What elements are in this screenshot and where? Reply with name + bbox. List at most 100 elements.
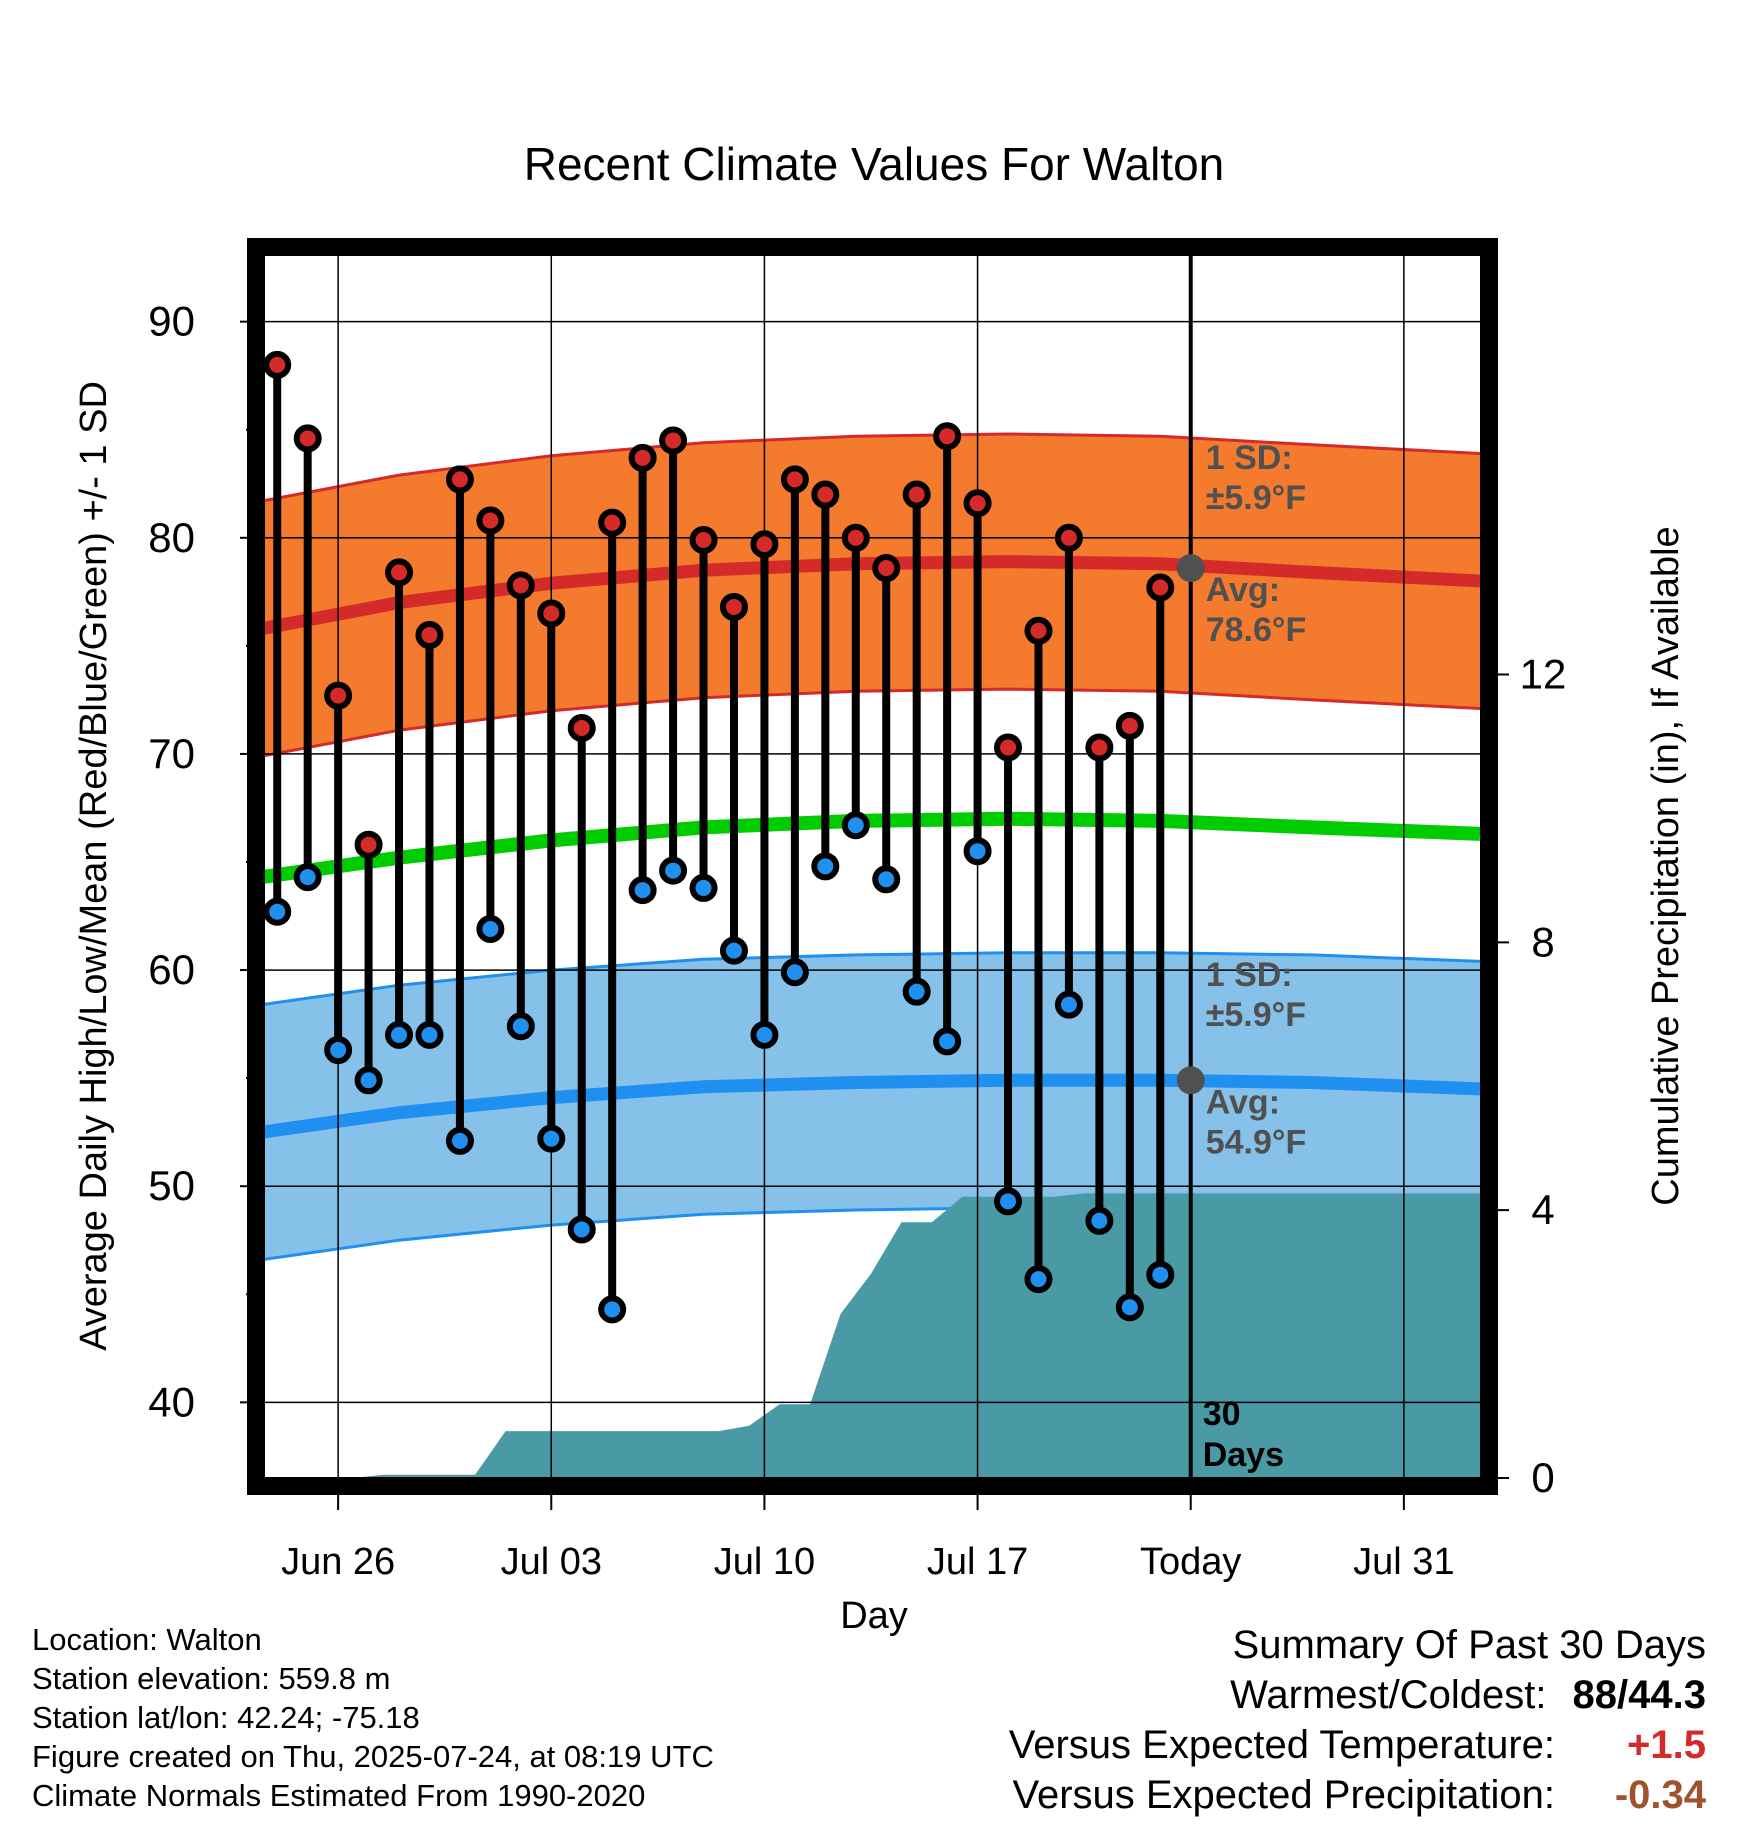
- daily-low-point: [293, 863, 322, 892]
- daily-low-point: [506, 1012, 535, 1041]
- daily-high-point: [598, 508, 627, 537]
- summary-title: Summary Of Past 30 Days: [1232, 1623, 1706, 1667]
- daily-low-point: [567, 1215, 596, 1244]
- normal-mean-line: [262, 811, 1480, 885]
- daily-high-point: [750, 530, 779, 559]
- y2-tick-label: 12: [1520, 651, 1567, 698]
- daily-low-point: [476, 915, 505, 944]
- daily-low-point: [963, 837, 992, 866]
- daily-high-point: [689, 525, 718, 554]
- y2-tick-label: 4: [1531, 1186, 1554, 1233]
- daily-high-point: [902, 480, 931, 509]
- daily-high-point: [567, 713, 596, 742]
- station-info: Location: Walton Station elevation: 559.…: [32, 1620, 714, 1815]
- created-text: Figure created on Thu, 2025-07-24, at 08…: [32, 1739, 714, 1774]
- daily-low-point: [811, 852, 840, 881]
- daily-high-point: [872, 554, 901, 583]
- daily-high-point: [415, 621, 444, 650]
- gridlines: [262, 246, 1480, 1478]
- x-tick-label: Jul 03: [501, 1541, 602, 1583]
- daily-low-point: [1115, 1293, 1144, 1322]
- temp-label: Versus Expected Temperature:: [1008, 1723, 1555, 1767]
- normals-text: Climate Normals Estimated From 1990-2020: [32, 1778, 646, 1813]
- daily-low-point: [445, 1126, 474, 1155]
- y2-axis-title: Cumulative Precipitation (in), If Availa…: [1645, 526, 1687, 1205]
- low-sd-band: [262, 952, 1480, 1260]
- location-text: Location: Walton: [32, 1622, 262, 1657]
- daily-high-point: [537, 599, 566, 628]
- low-sd-upper-edge: [262, 951, 1480, 1007]
- daily-low-point: [1085, 1206, 1114, 1235]
- daily-high-point: [1024, 616, 1053, 645]
- daily-high-point: [1085, 733, 1114, 762]
- x-axis-title: Day: [840, 1595, 908, 1637]
- coldest-value: 44.3: [1628, 1673, 1706, 1717]
- elevation-text: Station elevation: 559.8 m: [32, 1661, 391, 1696]
- y2-tick-label: 8: [1531, 918, 1554, 965]
- daily-high-point: [933, 422, 962, 451]
- daily-low-point: [659, 856, 688, 885]
- daily-low-point: [263, 897, 292, 926]
- temp-value: +1.5: [1627, 1723, 1706, 1767]
- low-avg-marker: [1176, 1066, 1205, 1095]
- daily-low-point: [1054, 990, 1083, 1019]
- daily-high-point: [719, 592, 748, 621]
- precip-value: -0.34: [1614, 1773, 1706, 1817]
- y-tick-label: 90: [148, 298, 195, 345]
- x-tick-label: Jul 10: [714, 1541, 815, 1583]
- daily-high-point: [659, 426, 688, 455]
- window-label-number: 30: [1203, 1395, 1241, 1433]
- daily-low-point: [719, 936, 748, 965]
- daily-low-point: [689, 873, 718, 902]
- daily-high-point: [1054, 523, 1083, 552]
- daily-high-point: [385, 558, 414, 587]
- daily-high-point: [293, 424, 322, 453]
- daily-low-point: [872, 865, 901, 894]
- daily-high-point: [780, 465, 809, 494]
- daily-high-point: [1115, 711, 1144, 740]
- daily-high-point: [963, 489, 992, 518]
- daily-high-point: [263, 350, 292, 379]
- warm-cold-value: 88/44.3: [1572, 1673, 1706, 1717]
- low-avg-value: 54.9°F: [1206, 1123, 1307, 1161]
- daily-low-point: [354, 1066, 383, 1095]
- x-tick-label: Jul 31: [1353, 1541, 1454, 1583]
- high-avg-marker: [1176, 554, 1205, 583]
- daily-low-point: [780, 958, 809, 987]
- y-tick-label: 70: [148, 730, 195, 777]
- y-tick-label: 80: [148, 514, 195, 561]
- daily-low-point: [1146, 1260, 1175, 1289]
- x-tick-label: Today: [1140, 1541, 1241, 1583]
- normal-low-line: [262, 1073, 1480, 1139]
- summary-panel: Summary Of Past 30 Days Warmest/Coldest:…: [906, 1620, 1706, 1820]
- daily-high-point: [445, 465, 474, 494]
- summary-temp-row: Versus Expected Temperature: +1.5: [906, 1720, 1706, 1770]
- daily-high-point: [476, 506, 505, 535]
- daily-high-point: [354, 830, 383, 859]
- daily-low-point: [841, 811, 870, 840]
- x-tick-label: Jul 17: [927, 1541, 1028, 1583]
- warm-cold-label: Warmest/Coldest:: [1230, 1673, 1547, 1717]
- daily-high-point: [841, 523, 870, 552]
- daily-low-point: [628, 876, 657, 905]
- high-sd-upper-edge: [262, 432, 1480, 503]
- axes: 40 50 60 70 80 90 0 4 8 12 Jun 26 Jul 03 Jul 10 Jul 1…: [148, 298, 1566, 1583]
- chart-title: Recent Climate Values For Walton: [524, 138, 1225, 190]
- high-sd-band: [262, 434, 1480, 757]
- daily-high-point: [994, 733, 1023, 762]
- daily-high-point: [506, 571, 535, 600]
- daily-low-point: [598, 1295, 627, 1324]
- summary-precip-row: Versus Expected Precipitation: -0.34: [906, 1770, 1706, 1820]
- high-avg-value: 78.6°F: [1206, 611, 1307, 649]
- daily-low-point: [902, 977, 931, 1006]
- daily-high-point: [628, 443, 657, 472]
- y-axis-title: Average Daily High/Low/Mean (Red/Blue/Gr…: [73, 381, 115, 1351]
- daily-low-point: [537, 1124, 566, 1153]
- daily-high-point: [324, 681, 353, 710]
- daily-high-point: [811, 480, 840, 509]
- x-tick-label: Jun 26: [281, 1541, 395, 1583]
- warmest-value: 88: [1572, 1673, 1618, 1717]
- daily-low-point: [1024, 1265, 1053, 1294]
